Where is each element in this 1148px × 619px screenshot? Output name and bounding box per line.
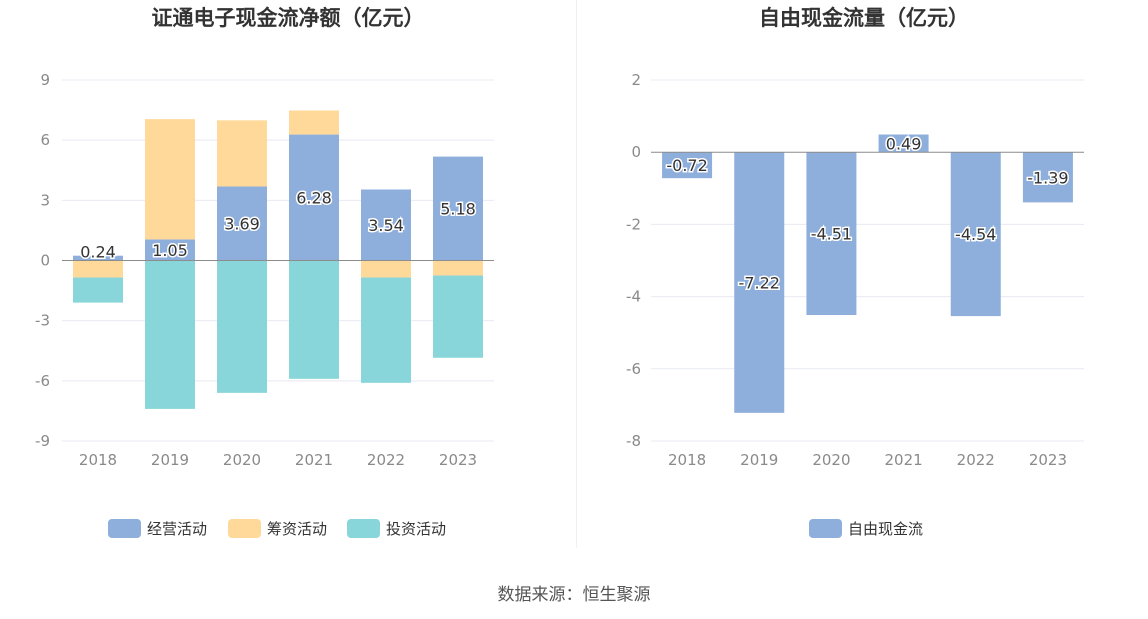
bar-financing-2020 [217, 120, 267, 187]
net-cashflow-chart: 证通电子现金流净额（亿元） 9 6 3 0 -3 -6 -9 2018 2019 2020 2021 2… [35, 6, 494, 538]
legend-label-operating: 经营活动 [147, 520, 207, 538]
x-tick-label: 2019 [151, 451, 189, 469]
free-cashflow-chart: 自由现金流量（亿元） 2 0 -2 -4 -6 -8 2018 2019 2020 2021 2022… [626, 6, 1084, 538]
data-label-operating: 3.69 [224, 214, 260, 233]
bar-free-cashflow-2023 [1022, 152, 1073, 203]
legend-label-investing: 投资活动 [386, 520, 446, 538]
chart-title: 自由现金流量（亿元） [759, 6, 969, 30]
data-label-operating: 1.05 [152, 241, 188, 260]
bar-operating-2023 [433, 156, 483, 261]
legend-swatch-investing [347, 519, 380, 538]
legend-swatch-financing [228, 519, 261, 538]
data-label-free-cashflow: 0.49 [886, 134, 922, 153]
y-tick-label: 9 [40, 71, 50, 89]
data-source: 数据来源：恒生聚源 [497, 585, 651, 605]
legend-label-free-cashflow: 自由现金流 [848, 520, 923, 538]
x-tick-label: 2020 [223, 451, 261, 469]
bar-free-cashflow-2022 [950, 152, 1001, 317]
x-tick-label: 2021 [295, 451, 333, 469]
y-tick-label: -2 [626, 215, 641, 233]
legend-label-financing: 筹资活动 [267, 520, 327, 538]
y-tick-label: 6 [40, 131, 50, 149]
x-tick-label: 2018 [79, 451, 117, 469]
chart-divider [576, 0, 577, 548]
bar-financing-2022 [361, 260, 411, 278]
bar-free-cashflow-2019 [734, 152, 785, 413]
data-label-free-cashflow: -7.22 [739, 274, 780, 293]
x-tick-label: 2023 [439, 451, 477, 469]
y-tick-label: -8 [626, 432, 641, 450]
x-tick-label: 2020 [812, 451, 850, 469]
bar-operating-2019 [145, 239, 195, 261]
legend-swatch-operating [108, 519, 141, 538]
bar-investing-2020 [217, 260, 267, 393]
y-tick-label: -6 [626, 360, 641, 378]
bar-financing-2021 [289, 110, 339, 135]
data-label-free-cashflow: -4.54 [955, 225, 996, 244]
chart-title: 证通电子现金流净额（亿元） [152, 6, 425, 30]
x-tick-label: 2022 [367, 451, 405, 469]
data-label-operating: 5.18 [440, 200, 476, 219]
bar-financing-2023 [433, 260, 483, 276]
bar-financing-2018 [73, 260, 123, 278]
x-tick-label: 2018 [668, 451, 706, 469]
y-tick-label: -9 [35, 432, 50, 450]
bar-operating-2022 [361, 189, 411, 261]
data-label-free-cashflow: -1.39 [1027, 168, 1068, 187]
y-tick-label: -4 [626, 288, 641, 306]
bar-free-cashflow-2021 [878, 134, 929, 153]
y-tick-label: 0 [631, 143, 641, 161]
y-tick-label: -3 [35, 312, 50, 330]
data-label-free-cashflow: -4.51 [811, 225, 852, 244]
bar-operating-2018 [73, 255, 123, 261]
bar-operating-2021 [289, 134, 339, 261]
bar-investing-2019 [145, 260, 195, 409]
bar-financing-2019 [145, 119, 195, 240]
x-tick-label: 2023 [1029, 451, 1067, 469]
bar-investing-2023 [433, 275, 483, 358]
bar-investing-2022 [361, 277, 411, 383]
y-tick-label: 2 [631, 71, 641, 89]
data-label-operating: 3.54 [368, 216, 404, 235]
legend-swatch-free-cashflow [809, 519, 842, 538]
bar-free-cashflow-2018 [662, 152, 713, 179]
bar-investing-2021 [289, 260, 339, 379]
data-label-free-cashflow: -0.72 [666, 156, 707, 175]
y-tick-label: -6 [35, 372, 50, 390]
bar-investing-2018 [73, 277, 123, 303]
bar-free-cashflow-2020 [806, 152, 857, 316]
bar-operating-2020 [217, 186, 267, 261]
x-tick-label: 2022 [957, 451, 995, 469]
y-tick-label: 3 [40, 191, 50, 209]
data-label-operating: 0.24 [80, 243, 116, 262]
x-tick-label: 2019 [740, 451, 778, 469]
y-tick-label: 0 [40, 252, 50, 270]
x-tick-label: 2021 [884, 451, 922, 469]
data-label-operating: 6.28 [296, 189, 332, 208]
